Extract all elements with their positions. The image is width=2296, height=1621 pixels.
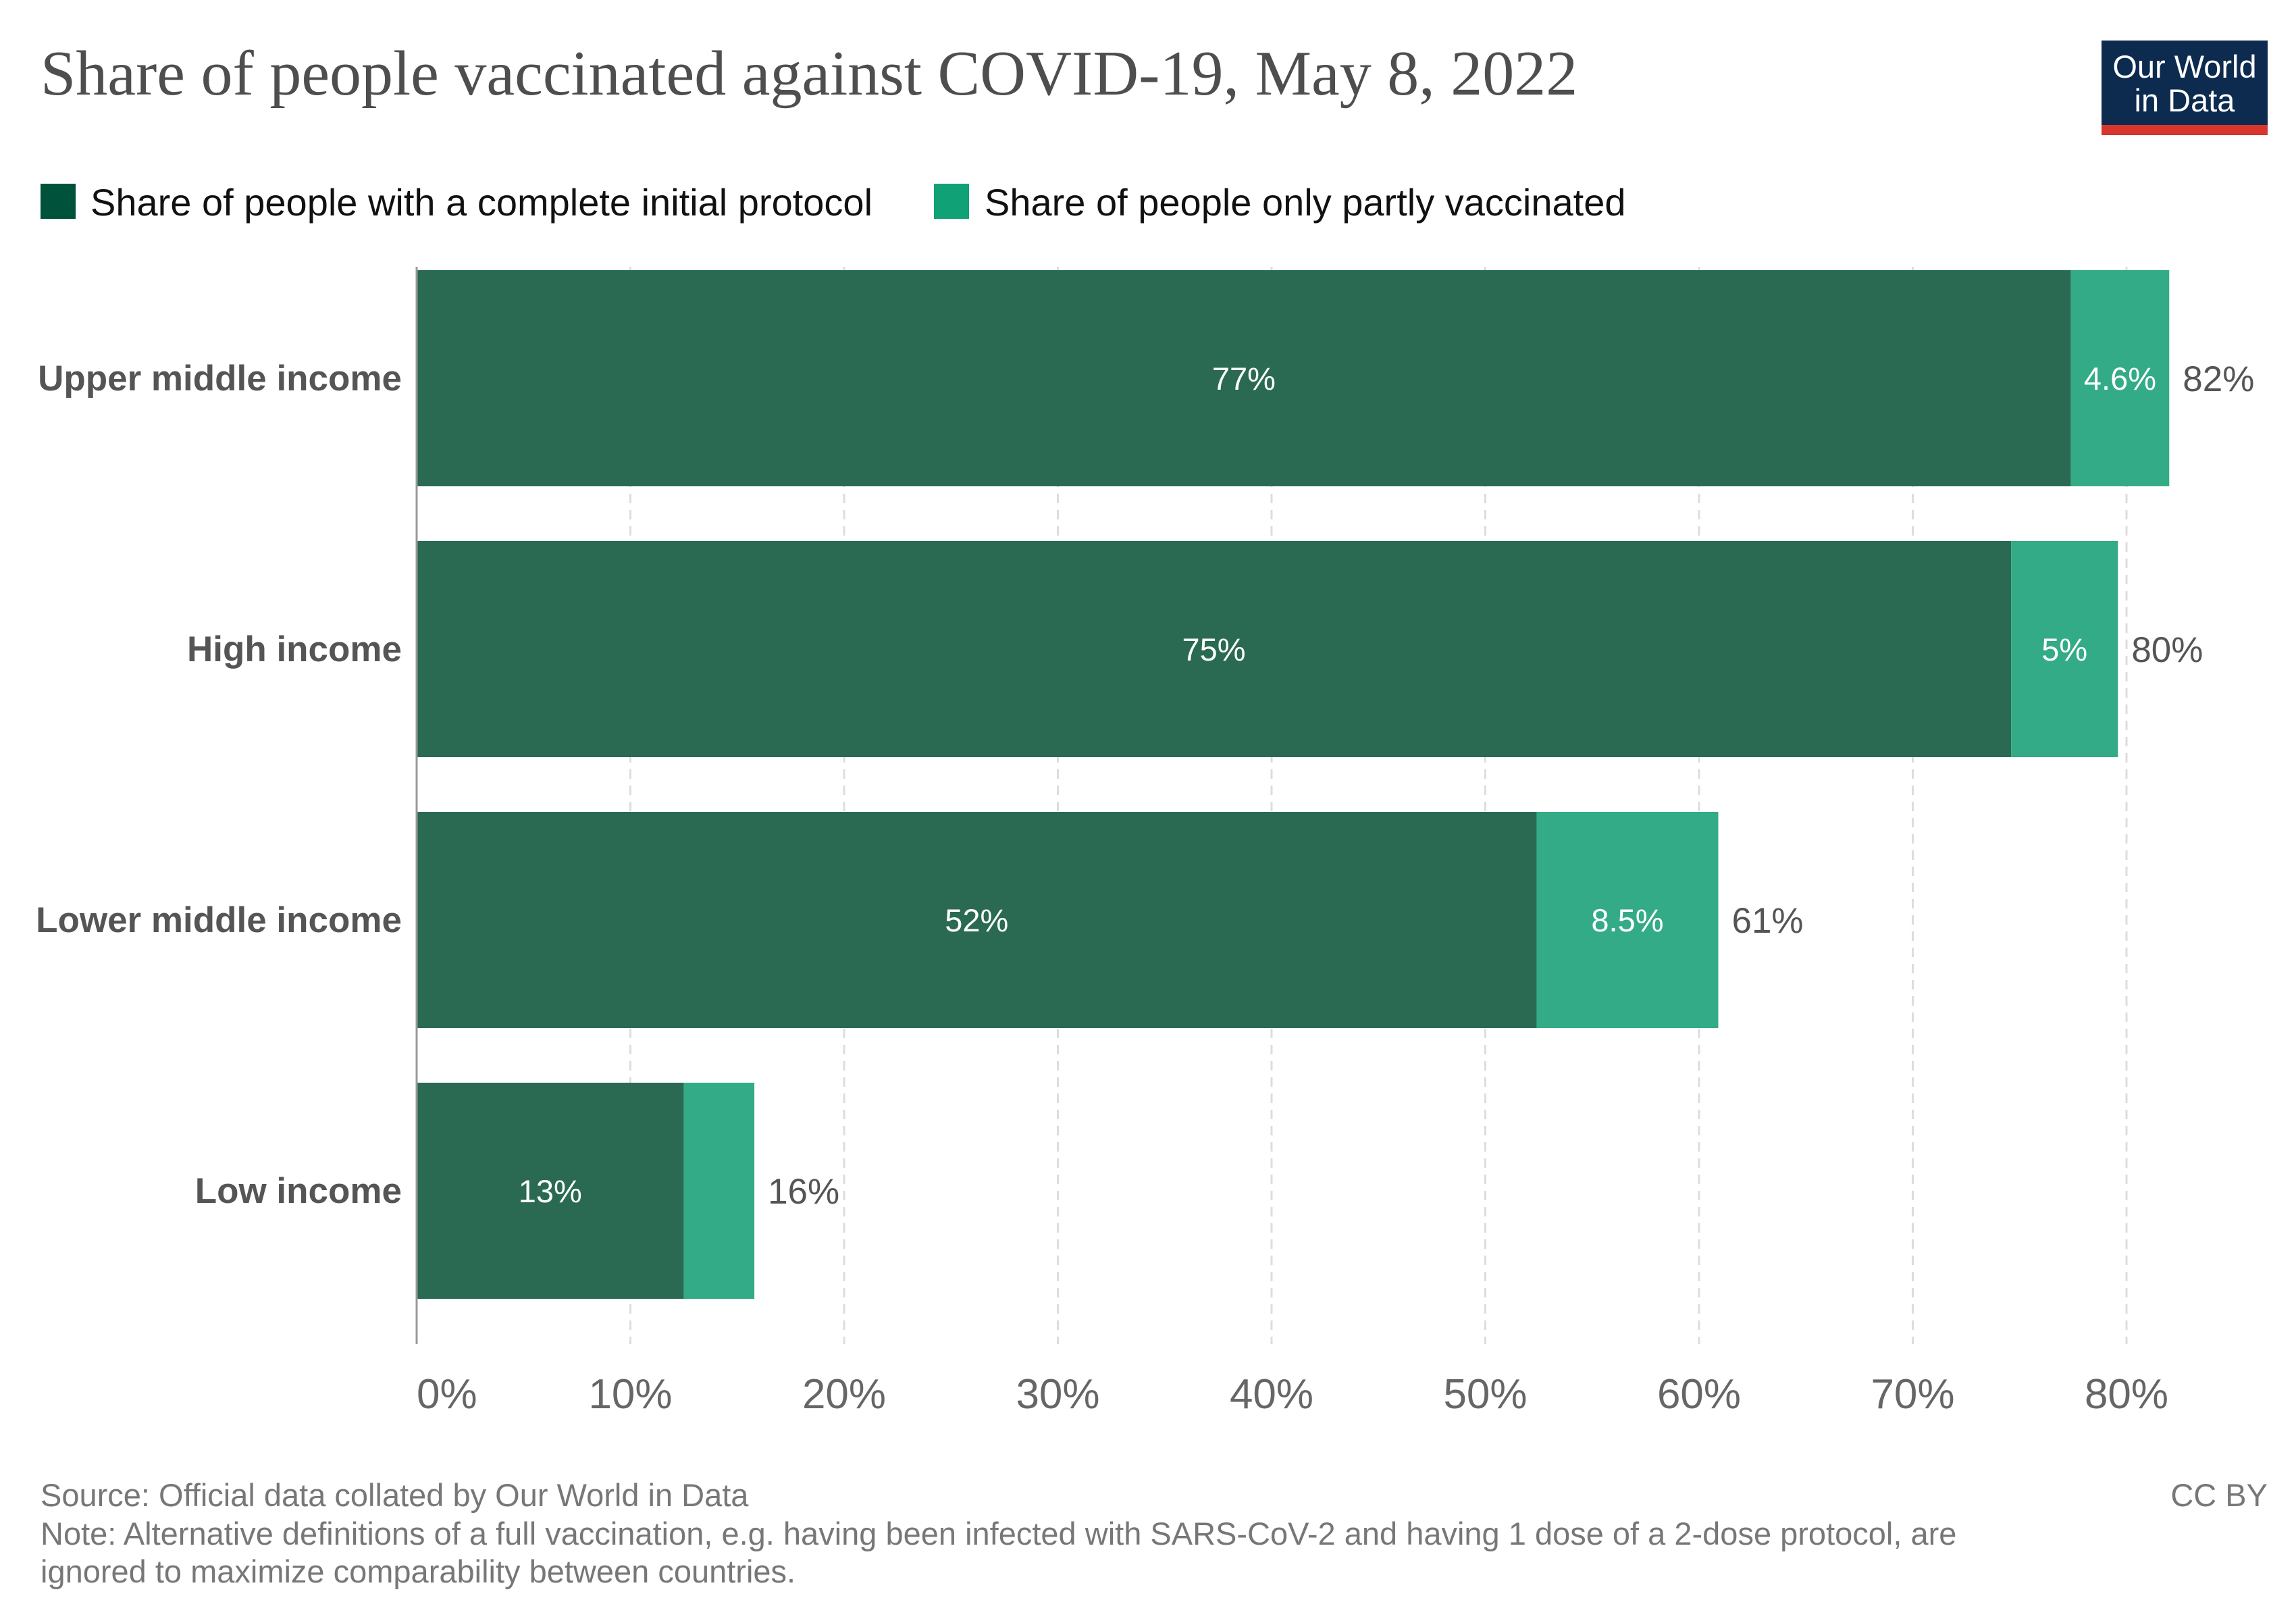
bar-label-partial: 8.5% — [1591, 902, 1663, 938]
x-tick-label: 40% — [1230, 1371, 1313, 1418]
bar-complete[interactable] — [417, 270, 2071, 486]
chart-title: Share of people vaccinated against COVID… — [41, 38, 1577, 109]
legend-swatch-partial — [934, 184, 969, 219]
license-text: CC BY — [2170, 1477, 2268, 1513]
legend: Share of people with a complete initial … — [41, 181, 1625, 224]
bar-partial[interactable] — [683, 1083, 755, 1299]
x-tick-label: 60% — [1657, 1371, 1741, 1418]
footer: Source: Official data collated by Our Wo… — [41, 1477, 2268, 1589]
bar-label-complete: 77% — [1212, 361, 1276, 396]
x-tick-label: 20% — [802, 1371, 886, 1418]
source-text: Source: Official data collated by Our Wo… — [41, 1477, 749, 1513]
note-text-line-1: Note: Alternative definitions of a full … — [41, 1516, 1956, 1551]
logo-background — [2102, 41, 2268, 135]
x-tick-label: 10% — [588, 1371, 672, 1418]
owid-logo[interactable]: Our World in Data — [2102, 41, 2268, 135]
bar-partial[interactable] — [1536, 812, 1719, 1028]
legend-swatch-complete — [41, 184, 76, 219]
x-tick-label: 30% — [1016, 1371, 1099, 1418]
bar-label-partial: 5% — [2041, 632, 2087, 667]
logo-accent-bar — [2102, 125, 2268, 135]
bar-label-complete: 13% — [519, 1173, 582, 1209]
legend-label-partial: Share of people only partly vaccinated — [985, 181, 1625, 224]
category-label: High income — [187, 629, 402, 669]
logo-line-1: Our World — [2112, 49, 2256, 84]
category-label: Upper middle income — [38, 359, 402, 398]
bar-complete[interactable] — [417, 1083, 684, 1299]
logo-line-2: in Data — [2135, 82, 2236, 118]
x-tick-label: 50% — [1443, 1371, 1527, 1418]
x-tick-label: 70% — [1871, 1371, 1954, 1418]
x-axis-tick-labels: 0% 10% 20% 30% 40% 50% 60% 70% 80% — [417, 1371, 2168, 1418]
note-text-line-2: ignored to maximize comparability betwee… — [41, 1553, 795, 1589]
category-labels: Upper middle income High income Lower midd… — [36, 359, 402, 1211]
bar-label-complete: 52% — [945, 902, 1008, 938]
category-label: Low income — [195, 1171, 402, 1211]
bar-partial[interactable] — [2011, 541, 2118, 757]
bar-total-label: 16% — [768, 1172, 839, 1212]
bar-partial[interactable] — [2070, 270, 2170, 486]
bar-total-label: 82% — [2183, 359, 2254, 399]
bar-total-label: 80% — [2131, 630, 2203, 670]
bar-label-partial: 4.6% — [2084, 361, 2156, 396]
x-tick-label: 80% — [2085, 1371, 2168, 1418]
bar-complete[interactable] — [417, 541, 2012, 757]
bar-complete[interactable] — [417, 812, 1537, 1028]
bar-total-label: 61% — [1731, 901, 1803, 941]
bars: 77% 4.6% 82% 75% 5% 80% 52% 8.5% 61% 13% 16% — [417, 270, 2254, 1299]
legend-label-complete: Share of people with a complete initial … — [90, 181, 872, 224]
bar-label-complete: 75% — [1182, 632, 1246, 667]
category-label: Lower middle income — [36, 900, 402, 940]
x-tick-label: 0% — [417, 1371, 477, 1418]
